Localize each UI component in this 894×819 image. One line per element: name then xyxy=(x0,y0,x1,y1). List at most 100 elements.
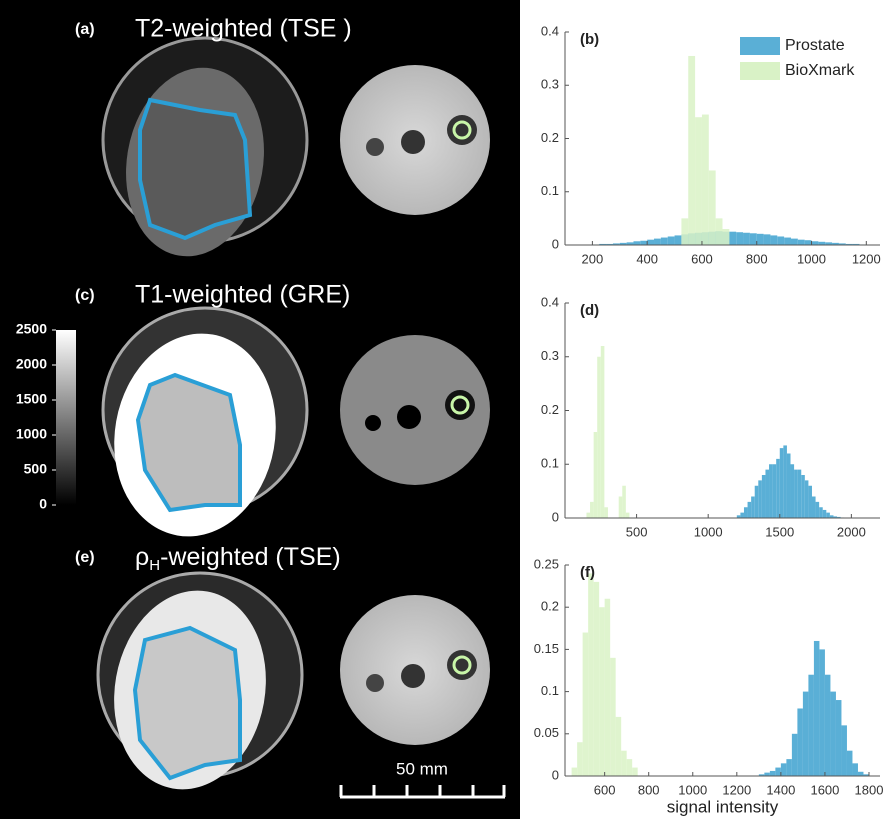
bar xyxy=(757,234,764,245)
x-tick-label: 1800 xyxy=(855,782,884,797)
bar xyxy=(798,470,802,518)
bar xyxy=(852,763,858,776)
y-tick-label: 0.2 xyxy=(541,599,559,614)
bar xyxy=(605,599,611,776)
bar xyxy=(661,238,668,245)
bar xyxy=(594,432,598,518)
bar xyxy=(736,232,743,245)
bar xyxy=(841,725,847,776)
bar xyxy=(783,445,787,518)
bar xyxy=(744,507,748,518)
bar xyxy=(801,475,805,518)
y-tick-label: 0 xyxy=(552,509,559,524)
bar xyxy=(812,497,816,519)
panel-label: (a) xyxy=(75,21,95,38)
y-tick-label: 0.05 xyxy=(534,725,559,740)
bar xyxy=(777,236,784,245)
bar xyxy=(836,700,842,776)
bar xyxy=(599,607,605,776)
colorbar-tick-label: 1000 xyxy=(16,426,47,442)
bar xyxy=(805,480,809,518)
bar xyxy=(858,772,864,776)
bar xyxy=(765,470,769,518)
bar xyxy=(787,454,791,519)
title-symbol: ρ xyxy=(135,543,149,571)
bar xyxy=(610,658,616,776)
bar xyxy=(825,675,831,776)
bar xyxy=(775,768,781,776)
bar xyxy=(633,241,640,245)
bar xyxy=(627,759,633,776)
x-tick-label: 600 xyxy=(691,251,713,266)
bar xyxy=(695,117,702,245)
bar xyxy=(640,241,647,245)
bar xyxy=(597,357,601,518)
colorbar-tick-label: 0 xyxy=(39,496,47,512)
x-axis-label: signal intensity xyxy=(667,797,779,816)
y-tick-label: 0.2 xyxy=(541,130,559,145)
y-tick-label: 0.1 xyxy=(541,183,559,198)
x-tick-label: 1000 xyxy=(694,524,723,539)
bar xyxy=(586,513,590,518)
colorbar-tick-label: 2000 xyxy=(16,356,47,372)
legend-swatch xyxy=(740,37,780,55)
bar xyxy=(826,513,830,518)
bar xyxy=(764,773,770,776)
x-tick-label: 400 xyxy=(636,251,658,266)
bar xyxy=(762,475,766,518)
bar xyxy=(681,218,688,245)
y-tick-label: 0.4 xyxy=(541,23,559,38)
bar xyxy=(816,502,820,518)
x-tick-label: 800 xyxy=(638,782,660,797)
y-tick-label: 0.3 xyxy=(541,348,559,363)
colorbar-tick-label: 1500 xyxy=(16,391,47,407)
bar xyxy=(773,464,777,518)
x-tick-label: 2000 xyxy=(837,524,866,539)
x-tick-label: 1200 xyxy=(722,782,751,797)
bar xyxy=(819,649,825,776)
bar xyxy=(723,229,730,245)
bar xyxy=(781,763,787,776)
bar xyxy=(791,239,798,245)
panel-title: ρH-weighted (TSE) xyxy=(135,543,341,574)
figure: (a) T2-weighted (TSE ) (c) T1-weighted (… xyxy=(0,0,894,819)
y-tick-label: 0.3 xyxy=(541,77,559,92)
x-tick-label: 1000 xyxy=(678,782,707,797)
bar xyxy=(740,513,744,518)
bar xyxy=(647,240,654,245)
y-tick-label: 0.25 xyxy=(534,556,559,571)
bar xyxy=(616,717,622,776)
bar xyxy=(847,751,853,776)
scale-bar-label: 50 mm xyxy=(396,759,448,778)
bar xyxy=(626,513,630,518)
x-tick-label: 500 xyxy=(626,524,648,539)
title-rest: -weighted (TSE) xyxy=(160,543,341,571)
colorbar-tick-label: 500 xyxy=(24,461,48,477)
bar xyxy=(776,459,780,518)
bar xyxy=(668,236,675,245)
panel-title: T1-weighted (GRE) xyxy=(135,281,350,309)
bar xyxy=(601,346,605,518)
bar xyxy=(814,641,820,776)
y-tick-label: 0.2 xyxy=(541,402,559,417)
colorbar xyxy=(56,330,76,505)
bar xyxy=(791,464,795,518)
bar xyxy=(675,235,682,245)
y-tick-label: 0 xyxy=(552,236,559,251)
bar xyxy=(604,507,608,518)
bar xyxy=(702,115,709,245)
bar xyxy=(784,238,791,245)
panel-label: (c) xyxy=(75,287,95,304)
bar xyxy=(819,507,823,518)
bar xyxy=(794,470,798,518)
bar xyxy=(792,734,798,776)
x-tick-label: 1200 xyxy=(852,251,881,266)
title-subscript: H xyxy=(149,557,160,574)
bar xyxy=(654,239,661,245)
y-tick-label: 0.4 xyxy=(541,294,559,309)
bar xyxy=(743,233,750,245)
y-tick-label: 0 xyxy=(552,767,559,782)
panel-label: (f) xyxy=(580,564,595,581)
bar xyxy=(583,633,589,776)
